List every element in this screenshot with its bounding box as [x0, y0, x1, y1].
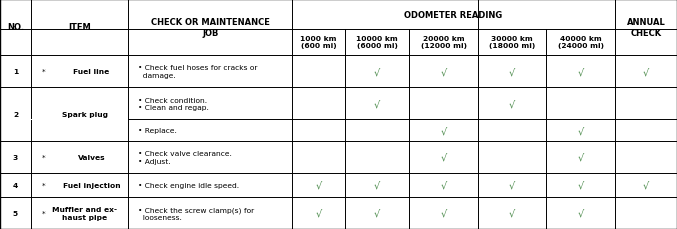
Text: • Check condition.
• Clean and regap.: • Check condition. • Clean and regap. — [138, 97, 209, 110]
Text: *: * — [42, 182, 45, 188]
Text: Muffler and ex-
haust pipe: Muffler and ex- haust pipe — [52, 206, 117, 220]
Text: √: √ — [441, 125, 447, 136]
Text: 20000 km
(12000 mi): 20000 km (12000 mi) — [420, 36, 466, 49]
Text: √: √ — [315, 180, 322, 190]
Text: 30000 km
(18000 mi): 30000 km (18000 mi) — [489, 36, 536, 49]
Text: Fuel injection: Fuel injection — [62, 182, 120, 188]
Text: *: * — [42, 69, 45, 75]
Text: *: * — [42, 210, 45, 216]
Text: √: √ — [509, 99, 515, 109]
Bar — [345, 0, 346, 30]
Text: • Replace.: • Replace. — [138, 128, 177, 134]
Bar — [546, 0, 547, 30]
Text: • Check engine idle speed.: • Check engine idle speed. — [138, 182, 239, 188]
Text: √: √ — [643, 67, 649, 77]
Text: • Check the screw clamp(s) for
  looseness.: • Check the screw clamp(s) for looseness… — [138, 206, 255, 220]
Text: NO.: NO. — [7, 23, 24, 32]
Text: √: √ — [315, 208, 322, 218]
Text: CHECK OR MAINTENANCE
JOB: CHECK OR MAINTENANCE JOB — [151, 18, 269, 38]
Text: Valves: Valves — [77, 154, 105, 160]
Text: ANNUAL
CHECK: ANNUAL CHECK — [627, 18, 665, 38]
Text: 2: 2 — [13, 112, 18, 117]
Text: Fuel line: Fuel line — [73, 69, 110, 75]
Text: ITEM: ITEM — [68, 23, 91, 32]
Text: √: √ — [509, 208, 515, 218]
Text: √: √ — [441, 152, 447, 162]
Text: 1: 1 — [13, 69, 18, 75]
Text: √: √ — [374, 180, 380, 190]
Text: 5: 5 — [13, 210, 18, 216]
Text: 10000 km
(6000 mi): 10000 km (6000 mi) — [356, 36, 398, 49]
Text: *: * — [42, 154, 45, 160]
Text: ODOMETER READING: ODOMETER READING — [404, 11, 502, 19]
Text: • Check fuel hoses for cracks or
  damage.: • Check fuel hoses for cracks or damage. — [138, 65, 257, 78]
Text: √: √ — [577, 67, 584, 77]
Text: √: √ — [577, 208, 584, 218]
Text: √: √ — [374, 99, 380, 109]
Text: √: √ — [374, 208, 380, 218]
Bar — [477, 0, 479, 30]
Text: √: √ — [577, 152, 584, 162]
Text: 4: 4 — [13, 182, 18, 188]
Text: • Check valve clearance.
• Adjust.: • Check valve clearance. • Adjust. — [138, 151, 232, 164]
Text: √: √ — [643, 180, 649, 190]
Text: 40000 km
(24000 mi): 40000 km (24000 mi) — [558, 36, 604, 49]
Text: √: √ — [374, 67, 380, 77]
Text: √: √ — [441, 180, 447, 190]
Text: Spark plug: Spark plug — [62, 112, 108, 117]
Text: 1000 km
(600 mi): 1000 km (600 mi) — [301, 36, 337, 49]
Text: √: √ — [441, 208, 447, 218]
Text: √: √ — [509, 180, 515, 190]
Text: 3: 3 — [13, 154, 18, 160]
Bar — [409, 0, 410, 30]
Text: √: √ — [577, 125, 584, 136]
Text: √: √ — [441, 67, 447, 77]
Text: √: √ — [577, 180, 584, 190]
Text: √: √ — [509, 67, 515, 77]
